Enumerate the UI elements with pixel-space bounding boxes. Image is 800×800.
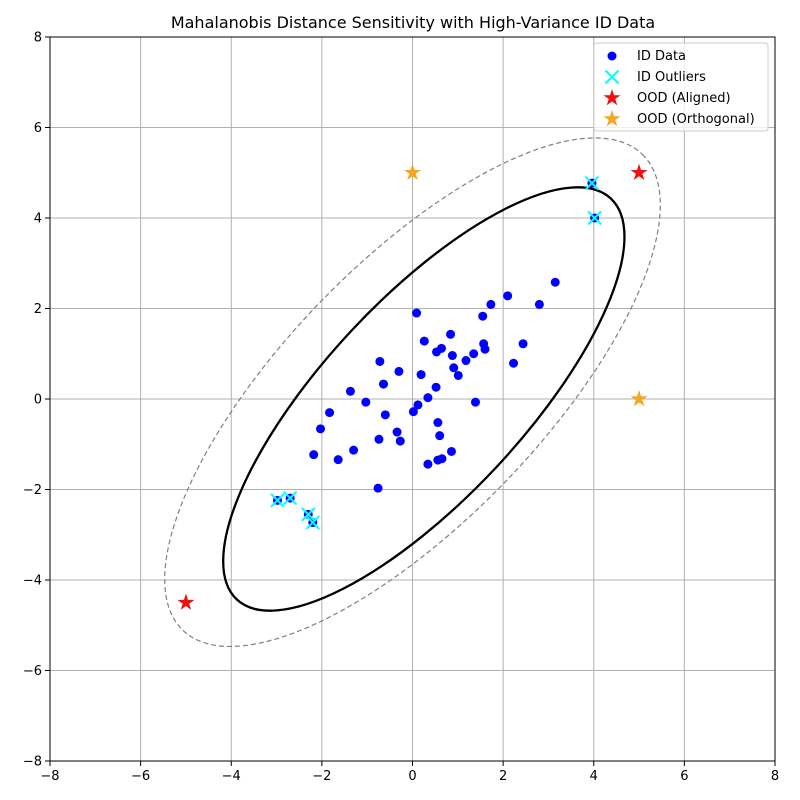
axes: −8 −6 −4 −2 0 2 4 6 8 −8 −6 −4 −2 0 2 4 6 8 [23,31,779,785]
x-tick-label: 8 [771,769,779,784]
id-data-point [461,356,471,366]
outer-ellipse [164,137,661,648]
ood-aligned-star [177,593,195,610]
id-data-point [408,407,418,417]
id-data-point [509,358,519,368]
legend-markers [603,51,621,127]
x-tick-label: 4 [590,769,598,784]
ood-aligned-star [630,163,648,181]
legend-marker-ood-orthogonal [603,110,621,127]
y-tick-label: −8 [23,755,42,770]
id-data-point [480,344,490,354]
id-data-point [550,277,560,287]
id-data-point [394,366,404,376]
y-tick-label: 6 [34,121,42,136]
id-data-point [446,446,456,456]
y-tick-label: −2 [23,483,42,498]
id-data-point [373,483,383,493]
legend-label-ood-aligned: OOD (Aligned) [637,91,731,106]
id-data-point [449,363,459,373]
x-tick-label: −6 [131,769,150,784]
legend: ID Data ID Outliers OOD (Aligned) OOD (O… [593,42,769,132]
ellipses [164,137,661,648]
id-outlier-marker [587,210,602,226]
legend-label-ood-orthogonal: OOD (Orthogonal) [637,112,755,127]
id-data-point [435,431,445,441]
id-data-point [380,410,390,420]
id-data-point [345,386,355,396]
chart-title: Mahalanobis Distance Sensitivity with Hi… [171,13,655,32]
id-data-point [478,311,488,321]
id-data-point [361,397,371,407]
x-tick-label: 2 [499,769,507,784]
id-data-point [423,393,433,403]
id-data-point [395,436,405,446]
y-tick-label: −6 [23,664,42,679]
y-tick-label: 8 [34,31,42,46]
legend-marker-id-data [607,51,617,61]
id-data-point [503,291,513,301]
id-data-point [412,308,422,318]
id-outlier-marker [584,175,600,191]
id-data-point [470,397,480,407]
x-tick-label: −4 [222,769,241,784]
legend-label-id-data: ID Data [637,49,686,64]
id-data-point [392,427,402,437]
id-data-point [349,445,359,455]
id-data-point [413,400,423,410]
id-data-point [316,424,326,434]
y-tick-label: 0 [34,393,42,408]
id-data-point [379,379,388,389]
ood-orthogonal-star [403,163,422,181]
x-tick-label: 0 [408,769,416,784]
id-data-point [419,336,429,346]
id-data-point [333,455,343,465]
id-data-point [518,339,528,349]
id-outlier-marker [282,490,298,506]
inner-ellipse [222,186,626,612]
legend-label-id-outliers: ID Outliers [637,70,706,85]
id-data-point [374,434,384,444]
id-data-point [423,459,433,469]
legend-marker-ood-aligned [603,89,621,106]
x-tick-label: −8 [40,769,59,784]
legend-box [593,42,769,132]
id-data-point [469,349,479,359]
x-tick-label: 6 [680,769,688,784]
id-data-point [416,370,426,380]
id-data-point [432,347,442,357]
id-data-point [309,450,319,460]
id-data-point [453,370,463,380]
y-tick-label: −4 [23,574,42,589]
id-outlier-marker [270,493,285,508]
id-data-point [375,356,385,366]
id-outlier-marker [301,507,316,522]
id-data-point [325,408,335,418]
id-data-point [431,382,441,392]
data-points [177,163,648,610]
id-data-point [534,299,544,309]
ood-orthogonal-star [630,390,648,407]
id-data-point [433,455,443,465]
y-tick-label: 2 [34,302,42,317]
id-data-point [433,418,443,428]
id-data-point [486,299,496,309]
y-tick-label: 4 [34,212,42,227]
legend-marker-id-outliers [604,69,620,85]
x-tick-label: −2 [312,769,331,784]
id-data-point [446,329,456,339]
id-outlier-marker [305,515,321,530]
id-data-point [447,351,457,361]
